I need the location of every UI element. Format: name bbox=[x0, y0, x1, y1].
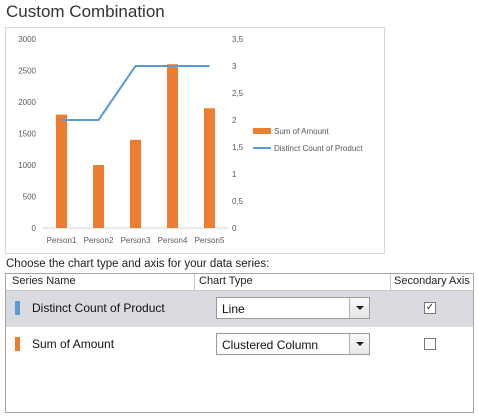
x-tick-label: Person4 bbox=[158, 236, 188, 245]
legend-label: Sum of Amount bbox=[274, 127, 329, 136]
x-tick-label: Person3 bbox=[121, 236, 151, 245]
bar-mark bbox=[204, 108, 215, 228]
x-tick-label: Person1 bbox=[47, 236, 77, 245]
x-tick-label: Person2 bbox=[84, 236, 114, 245]
header-divider bbox=[390, 274, 391, 290]
y2-tick-label: 0 bbox=[232, 224, 237, 233]
header-secondary-axis: Secondary Axis bbox=[394, 275, 470, 287]
chart-type-dropdown[interactable]: Line bbox=[216, 297, 370, 319]
series-grid: Series Name Chart Type Secondary Axis Di… bbox=[5, 273, 474, 413]
legend-label: Distinct Count of Product bbox=[274, 144, 363, 153]
series-row-distinct-count[interactable]: Distinct Count of Product Line ✓ bbox=[6, 291, 473, 327]
series-color-swatch bbox=[15, 337, 20, 351]
bar-mark bbox=[167, 64, 178, 228]
header-chart-type: Chart Type bbox=[199, 275, 253, 287]
header-series-name: Series Name bbox=[12, 275, 76, 287]
y2-tick-label: 2 bbox=[232, 116, 237, 125]
y2-tick-label: 0,5 bbox=[232, 197, 244, 206]
series-row-sum-of-amount[interactable]: Sum of Amount Clustered Column bbox=[6, 327, 473, 363]
grid-header: Series Name Chart Type Secondary Axis bbox=[6, 274, 473, 291]
bar-mark bbox=[56, 114, 67, 228]
y-tick-label: 0 bbox=[32, 224, 37, 233]
chart-type-dropdown[interactable]: Clustered Column bbox=[216, 333, 370, 355]
y-tick-label: 500 bbox=[23, 193, 37, 202]
y-tick-label: 2500 bbox=[18, 67, 36, 76]
chevron-down-icon bbox=[356, 342, 364, 346]
secondary-axis-checkbox[interactable]: ✓ bbox=[424, 302, 436, 314]
series-name-label: Sum of Amount bbox=[32, 337, 115, 351]
series-name-label: Distinct Count of Product bbox=[32, 301, 165, 315]
y2-tick-label: 2,5 bbox=[232, 89, 244, 98]
chevron-down-icon bbox=[356, 306, 364, 310]
y2-tick-label: 3,5 bbox=[232, 35, 244, 44]
instruction-text: Choose the chart type and axis for your … bbox=[6, 258, 270, 270]
y-tick-label: 2000 bbox=[18, 98, 36, 107]
header-divider bbox=[194, 274, 195, 290]
series-color-swatch bbox=[15, 301, 20, 315]
y-tick-label: 1000 bbox=[18, 161, 36, 170]
line-series bbox=[61, 65, 210, 121]
dialog-title: Custom Combination bbox=[6, 2, 165, 21]
chart-type-value: Clustered Column bbox=[222, 338, 319, 352]
combo-chart: 0 500 1000 1500 2000 2500 3000 0 0,5 1 1,5 2 2,5 3 3,5… bbox=[18, 35, 363, 245]
y2-tick-label: 1,5 bbox=[232, 143, 244, 152]
secondary-axis-checkbox[interactable] bbox=[424, 338, 436, 350]
y2-tick-label: 3 bbox=[232, 62, 237, 71]
bar-mark bbox=[130, 139, 141, 228]
y-tick-label: 1500 bbox=[18, 130, 36, 139]
x-tick-label: Person5 bbox=[195, 236, 225, 245]
dropdown-button[interactable] bbox=[349, 334, 369, 354]
y-tick-label: 3000 bbox=[18, 35, 36, 44]
chart-type-value: Line bbox=[222, 302, 245, 316]
dropdown-button[interactable] bbox=[349, 298, 369, 318]
chart-preview: 0 500 1000 1500 2000 2500 3000 0 0,5 1 1,5 2 2,5 3 3,5… bbox=[5, 27, 385, 254]
y2-tick-label: 1 bbox=[232, 170, 237, 179]
bar-mark bbox=[93, 165, 104, 228]
legend-swatch-amount bbox=[253, 128, 271, 134]
